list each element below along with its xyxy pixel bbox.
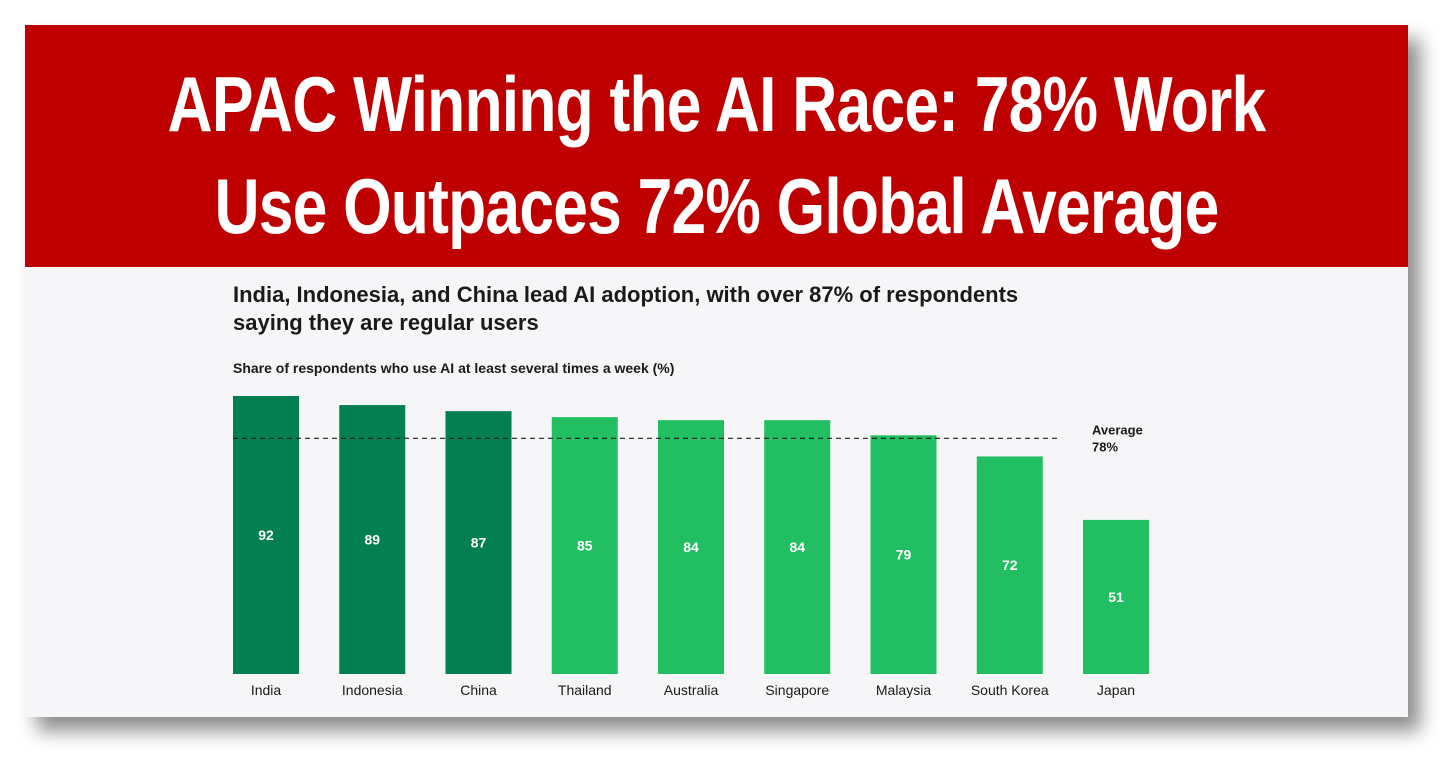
headline-line-2: Use Outpaces 72% Global Average xyxy=(214,162,1219,250)
x-tick-label: Malaysia xyxy=(876,682,931,698)
x-tick-label: Japan xyxy=(1097,682,1135,698)
average-value-label: 78% xyxy=(1092,439,1118,454)
x-tick-label: China xyxy=(460,682,497,698)
x-tick-label: Indonesia xyxy=(342,682,403,698)
x-tick-label: Singapore xyxy=(765,682,829,698)
headline-line-1: APAC Winning the AI Race: 78% Work xyxy=(167,60,1267,148)
bar-japan xyxy=(1083,519,1149,674)
data-label: 84 xyxy=(683,539,699,555)
data-label: 72 xyxy=(1002,557,1018,573)
bar-australia xyxy=(658,420,724,674)
x-tick-label: South Korea xyxy=(971,682,1049,698)
data-label: 85 xyxy=(577,538,593,554)
chart-title-line-1: India, Indonesia, and China lead AI adop… xyxy=(233,282,1019,307)
chart-title-line-2: saying they are regular users xyxy=(233,310,539,335)
data-label: 51 xyxy=(1108,589,1124,605)
average-label: Average xyxy=(1092,422,1143,437)
chart-subtitle: Share of respondents who use AI at least… xyxy=(233,360,675,376)
bar-indonesia xyxy=(339,405,406,674)
chart-card: APAC Winning the AI Race: 78% Work Use O… xyxy=(25,25,1408,717)
bar-singapore xyxy=(764,420,831,674)
data-label: 92 xyxy=(258,527,274,543)
data-label: 84 xyxy=(789,539,805,555)
data-label: 79 xyxy=(896,547,912,563)
bar-thailand xyxy=(551,417,618,674)
chart-title: India, Indonesia, and China lead AI adop… xyxy=(233,281,1193,337)
data-label: 89 xyxy=(364,532,380,548)
headline-title: APAC Winning the AI Race: 78% Work Use O… xyxy=(163,53,1269,257)
data-label: 87 xyxy=(471,535,487,551)
headline-banner: APAC Winning the AI Race: 78% Work Use O… xyxy=(25,25,1408,267)
x-tick-label: Thailand xyxy=(558,682,612,698)
bar-india xyxy=(233,396,299,674)
bar-south-korea xyxy=(976,456,1043,674)
bar-malaysia xyxy=(870,435,937,674)
bar-chart: 92 India 89 Indonesia 87 China 85 Thailand 84 Aus… xyxy=(233,396,1149,698)
x-tick-label: Australia xyxy=(664,682,719,698)
x-tick-label: India xyxy=(251,682,282,698)
bar-china xyxy=(445,411,512,674)
